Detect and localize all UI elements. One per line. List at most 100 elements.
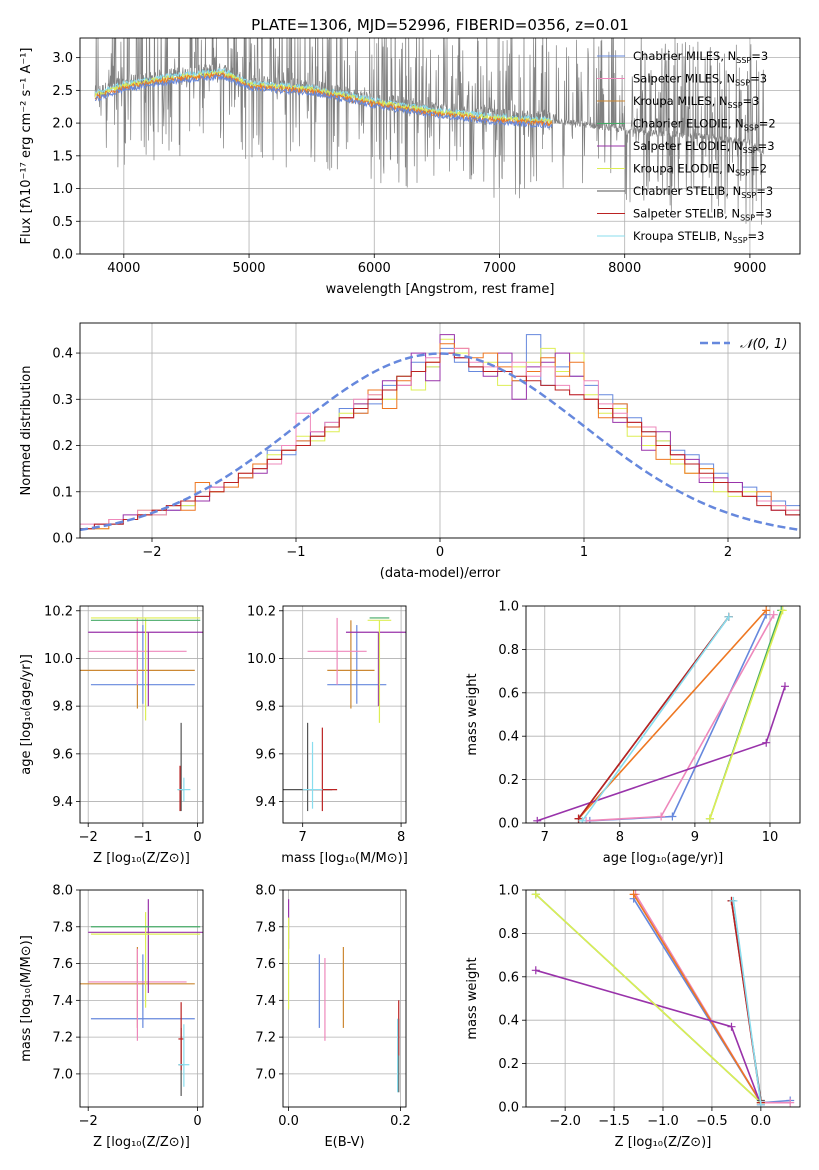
weight-marker <box>531 890 540 899</box>
y-tick-label: 8.0 <box>52 884 73 899</box>
errorbar-salpeter-stelib <box>178 1002 184 1071</box>
weight-marker <box>780 682 789 691</box>
y-tick-label: 10.2 <box>247 604 276 619</box>
histogram-salpeter-stelib <box>80 352 800 538</box>
y-tick-label: 0.4 <box>498 730 519 745</box>
x-tick-label: 8 <box>616 830 624 845</box>
axes-age-vs-z: −2 −1 0 9.4 9.6 9.8 10.0 10.2 <box>44 604 202 845</box>
panels: 4000 5000 6000 7000 8000 90000.00.51.01.52.02… <box>19 37 801 1150</box>
x-axis-label: mass [log₁₀(M/M⊙)] <box>281 851 408 866</box>
weight-marker <box>724 612 733 621</box>
y-tick-label: 7.8 <box>255 920 276 935</box>
errorbar-kroupa-elodie <box>90 617 201 721</box>
errorbar-salpeter-miles <box>88 617 187 685</box>
weight-marker <box>629 890 638 899</box>
legend-entry: Kroupa STELIB, NSSP=3 <box>633 229 764 245</box>
y-tick-label: 0.1 <box>52 485 73 500</box>
weight-marker <box>762 738 771 747</box>
y-tick-label: 0.8 <box>498 927 519 942</box>
axes-mass-vs-z: −2 0 7.0 7.2 7.4 7.6 7.8 8.0 <box>52 884 201 1130</box>
y-tick-label: 7.2 <box>52 1031 73 1046</box>
plot-area-weight-vs-z <box>526 890 800 1107</box>
y-tick-label: 8.0 <box>255 884 276 899</box>
model-spectrum <box>94 73 553 129</box>
y-tick-label: 0.6 <box>498 686 519 701</box>
weight-line <box>577 609 767 820</box>
plot-area-mass-vs-z <box>80 890 203 1107</box>
y-tick-label: 7.4 <box>255 994 276 1009</box>
grid-age-vs-z <box>80 606 203 823</box>
y-tick-label: 0.6 <box>498 970 519 985</box>
x-tick-label: 7 <box>299 830 307 845</box>
plot-area-mass-vs-ebv <box>283 890 406 1107</box>
weight-line <box>732 900 762 1105</box>
y-tick-label: 9.6 <box>52 747 73 762</box>
y-tick-label: 7.6 <box>52 957 73 972</box>
y-tick-label: 0.4 <box>498 1014 519 1029</box>
x-tick-label: −1 <box>133 830 152 845</box>
weight-marker <box>778 606 787 615</box>
errorbar-kroupa-elodie <box>90 912 201 1008</box>
x-axis-label: Z [log₁₀(Z/Z⊙)] <box>615 1135 712 1150</box>
axes-residuals: −2 −1 0 1 2 0.0 0.1 0.2 0.3 0.4 <box>52 347 732 560</box>
model-spectrum <box>94 67 553 124</box>
errorbar-kroupa-stelib <box>177 777 191 802</box>
weight-line <box>581 616 730 822</box>
errorbar-salpeter-miles <box>307 617 367 685</box>
x-axis-label: E(B-V) <box>324 1135 364 1150</box>
x-tick-label: 1 <box>580 545 588 560</box>
plot-area-age-vs-z <box>80 606 203 823</box>
y-tick-label: 0.8 <box>498 643 519 658</box>
errorbar-kroupa-miles <box>327 620 375 709</box>
y-tick-label: 9.4 <box>255 795 276 810</box>
y-tick-label: 0.2 <box>498 1057 519 1072</box>
panel-mass-vs-z: −2 0 7.0 7.2 7.4 7.6 7.8 8.0 Z [log₁₀(Z/Z⊙)] mass… <box>19 884 204 1150</box>
panel-age-vs-mass: 7 8 9.4 9.6 9.8 10.0 10.2 mass [log₁₀(M/M⊙)] <box>247 604 408 866</box>
x-axis-label: wavelength [Angstrom, rest frame] <box>326 282 555 297</box>
y-axis-label: Normed distribution <box>19 366 34 496</box>
spectrum-legend: Chabrier MILES, NSSP=3 Salpeter MILES, NS… <box>597 49 776 245</box>
x-tick-label: 8 <box>397 830 405 845</box>
axes-frame-age-vs-mass <box>282 605 407 824</box>
x-tick-label: 7 <box>541 830 549 845</box>
x-axis-label: Z [log₁₀(Z/Z⊙)] <box>93 851 190 866</box>
errorbar-kroupa-elodie <box>367 619 392 723</box>
x-tick-label: 0.0 <box>278 1114 299 1129</box>
y-tick-label: 2.5 <box>52 84 73 99</box>
y-tick-label: 2.0 <box>52 117 73 132</box>
x-tick-label: −2 <box>79 1114 98 1129</box>
y-tick-label: 0.0 <box>52 532 73 547</box>
legend-entry: Salpeter ELODIE, NSSP=3 <box>633 139 775 155</box>
x-tick-label: −1 <box>286 545 305 560</box>
x-tick-label: 0 <box>193 1114 201 1129</box>
errorbar-kroupa-stelib <box>178 1024 190 1087</box>
x-tick-label: 6000 <box>358 261 391 276</box>
weight-marker <box>533 816 542 823</box>
errorbar-chabrier-miles <box>90 625 195 704</box>
y-tick-label: 1.0 <box>498 884 519 899</box>
x-tick-label: −2.0 <box>549 1114 581 1129</box>
axes-frame-weight-vs-z <box>525 889 801 1108</box>
y-tick-label: 1.0 <box>498 600 519 615</box>
errorbar-salpeter-elodie <box>88 631 203 707</box>
weight-series-kroupa-stelib <box>729 896 765 1107</box>
x-tick-label: 0.0 <box>751 1114 772 1129</box>
legend-entry: Chabrier ELODIE, NSSP=2 <box>633 117 776 133</box>
x-tick-label: 4000 <box>107 261 140 276</box>
x-tick-label: −0.5 <box>696 1114 728 1129</box>
y-tick-label: 10.0 <box>247 652 276 667</box>
weight-marker <box>769 610 778 619</box>
x-tick-label: 9 <box>691 830 699 845</box>
axes-spectrum: 4000 5000 6000 7000 8000 9000 0.0 0.5 1.0 1.5 2.0 2… <box>52 51 766 276</box>
y-tick-label: 0.2 <box>498 773 519 788</box>
x-tick-label: −1.5 <box>598 1114 630 1129</box>
y-tick-label: 10.0 <box>44 652 73 667</box>
x-axis-label: Z [log₁₀(Z/Z⊙)] <box>93 1135 190 1150</box>
x-axis-label: age [log₁₀(age/yr)] <box>603 851 724 866</box>
plot-area-weight-vs-age <box>526 606 800 823</box>
y-tick-label: 9.8 <box>255 700 276 715</box>
axes-mass-vs-ebv: 0.0 0.2 7.0 7.2 7.4 7.6 7.8 8.0 <box>255 884 410 1130</box>
errorbar-salpeter-elodie <box>345 631 406 707</box>
plot-area-residuals <box>80 323 800 538</box>
axes-weight-vs-z: −2.0 −1.5 −1.0 −0.5 0.0 0.0 0.2 0.4 0.6 0.8 1.0 <box>498 884 771 1130</box>
